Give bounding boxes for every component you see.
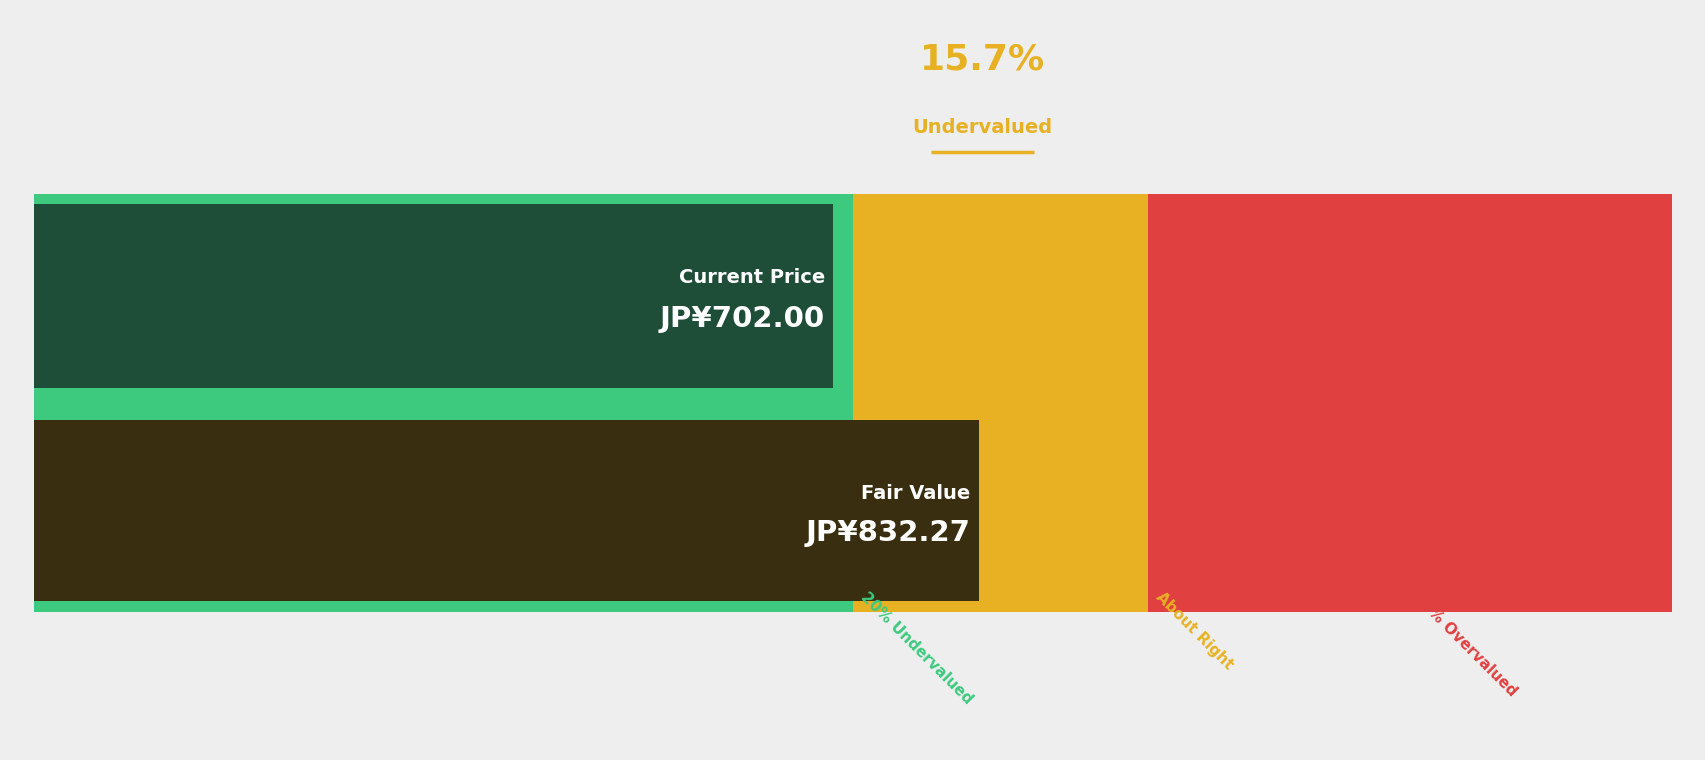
Bar <box>1147 194 1671 612</box>
Text: Undervalued: Undervalued <box>912 118 1052 137</box>
Bar <box>852 194 1147 612</box>
Text: About Right: About Right <box>1153 590 1234 673</box>
Bar <box>34 420 979 601</box>
Bar <box>34 194 852 612</box>
Text: 15.7%: 15.7% <box>919 42 1045 76</box>
Text: JP¥832.27: JP¥832.27 <box>805 519 970 547</box>
Bar <box>34 204 832 388</box>
Text: JP¥702.00: JP¥702.00 <box>660 305 824 333</box>
Text: 20% Undervalued: 20% Undervalued <box>858 590 975 708</box>
Text: 20% Overvalued: 20% Overvalued <box>1408 590 1519 699</box>
Text: Fair Value: Fair Value <box>861 484 970 503</box>
Text: Current Price: Current Price <box>679 268 824 287</box>
